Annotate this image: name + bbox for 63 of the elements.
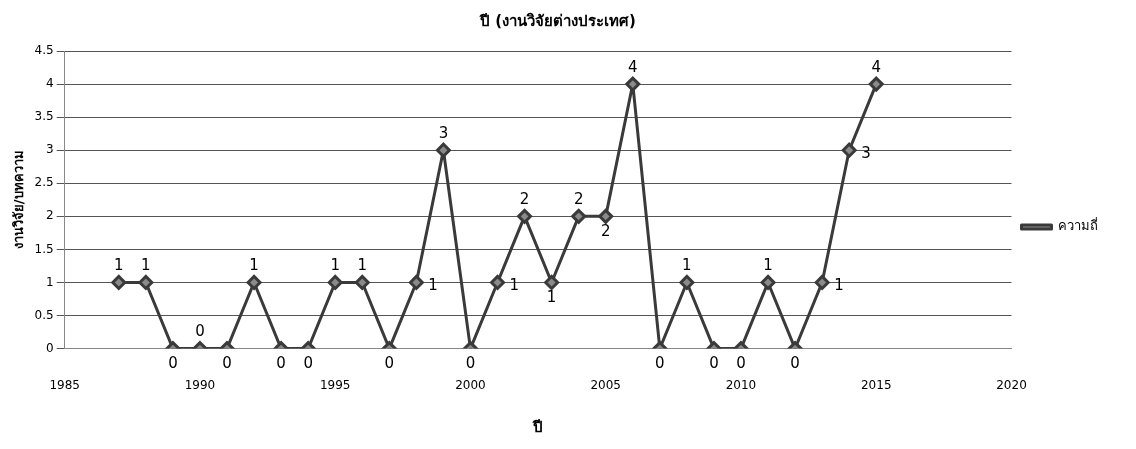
data-label: 0 (222, 354, 232, 373)
point (354, 274, 370, 290)
y-tick-label: 4.5 (34, 43, 54, 58)
data-label: 0 (276, 354, 286, 373)
x-tick-label: 2020 (996, 377, 1027, 392)
point (327, 274, 343, 290)
data-label: 0 (303, 354, 313, 373)
data-label: 1 (114, 256, 124, 275)
point (138, 274, 154, 290)
data-label: 1 (682, 256, 692, 275)
data-label: 1 (357, 256, 368, 275)
data-label: 1 (141, 256, 151, 275)
data-label: 3 (438, 124, 449, 143)
y-tick-label: 0 (46, 340, 54, 355)
data-label: 2 (600, 222, 611, 241)
y-tick-label: 0.5 (34, 307, 54, 322)
x-tick-label: 2000 (455, 377, 486, 392)
point (679, 274, 695, 290)
point (517, 208, 533, 224)
y-tick-label: 3.5 (34, 109, 54, 124)
y-axis-title: งานวิจัย/บทความ (11, 150, 27, 250)
data-label: 0 (195, 322, 205, 341)
x-tick-label: 1985 (49, 377, 80, 392)
point (544, 274, 560, 290)
y-tick-label: 1.5 (34, 241, 54, 256)
y-tick-label: 3 (46, 142, 54, 157)
point (111, 274, 127, 290)
y-tick-label: 2 (46, 208, 54, 223)
legend-label: ความถี่ (1058, 217, 1098, 234)
data-label: 0 (465, 354, 476, 373)
data-label: 1 (249, 256, 259, 275)
x-tick-label: 2010 (725, 377, 757, 392)
chart-title: ปี (งานวิจัยต่างประเทศ) (479, 11, 636, 30)
y-tick-label: 2.5 (34, 175, 54, 190)
data-label: 0 (655, 354, 665, 373)
point (598, 208, 614, 224)
x-tick-label: 1995 (319, 377, 351, 392)
x-tick-label: 2015 (860, 377, 892, 392)
point (246, 274, 262, 290)
x-axis-title: ปี (532, 417, 544, 436)
data-label: 1 (546, 288, 557, 307)
data-label: 2 (519, 190, 530, 209)
point (435, 142, 451, 158)
data-label: 4 (871, 57, 882, 76)
data-label: 0 (790, 354, 800, 373)
y-tick-label: 1 (46, 274, 54, 289)
data-label: 0 (709, 354, 719, 373)
data-label: 2 (573, 190, 584, 209)
point (841, 142, 857, 158)
data-label: 1 (763, 256, 773, 275)
point (814, 274, 830, 290)
point (571, 208, 587, 224)
point (760, 274, 776, 290)
x-tick-label: 2005 (590, 377, 621, 392)
data-label: 0 (168, 354, 178, 373)
data-label: 0 (384, 354, 395, 373)
data-label: 1 (330, 256, 340, 275)
point (490, 274, 506, 290)
data-label: 4 (628, 57, 638, 76)
x-tick-label: 1990 (184, 377, 216, 392)
data-label: 0 (736, 354, 746, 373)
point (408, 274, 424, 290)
y-tick-label: 4 (46, 76, 54, 91)
